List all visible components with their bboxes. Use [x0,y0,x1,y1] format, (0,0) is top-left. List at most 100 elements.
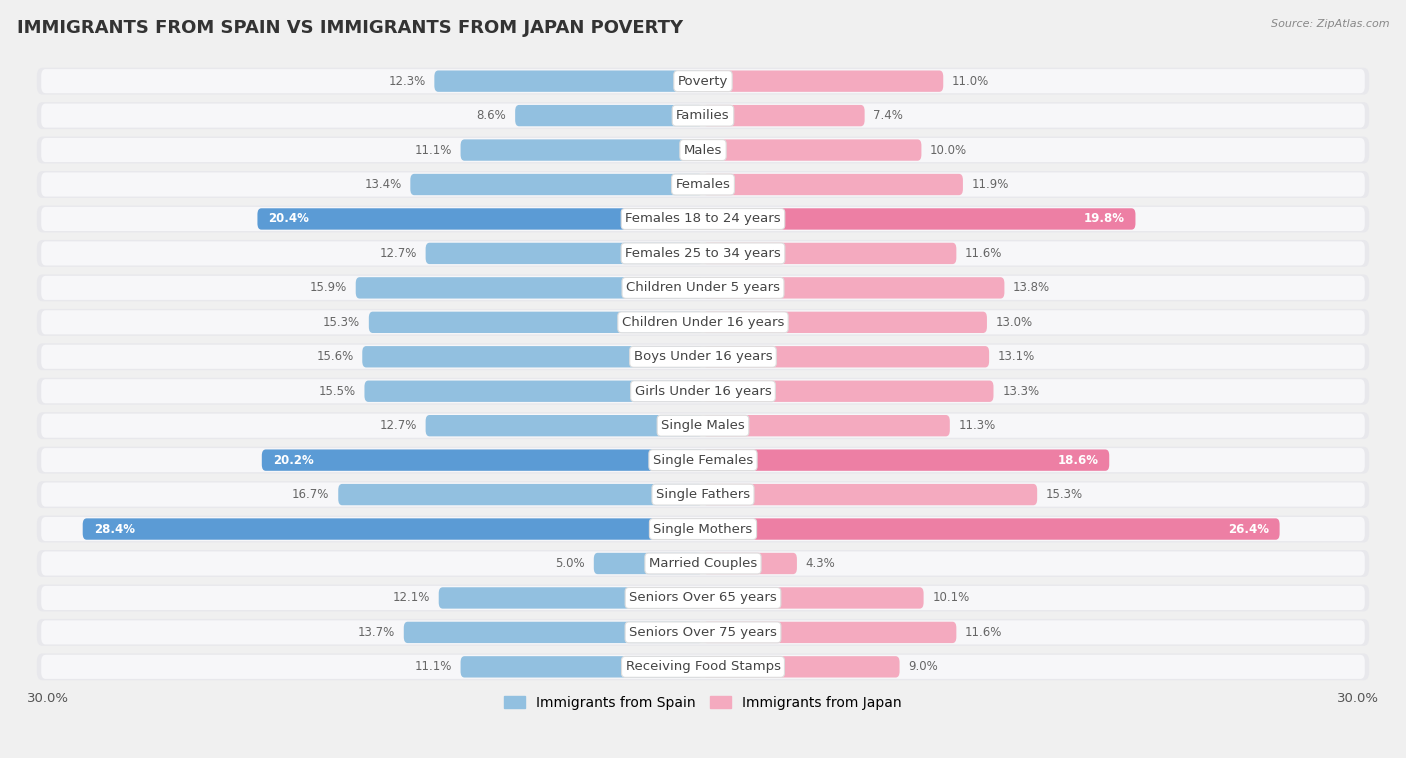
FancyBboxPatch shape [41,448,1365,472]
Text: Males: Males [683,143,723,157]
FancyBboxPatch shape [368,312,703,333]
FancyBboxPatch shape [262,449,703,471]
FancyBboxPatch shape [41,345,1365,369]
Text: 11.3%: 11.3% [959,419,995,432]
FancyBboxPatch shape [37,67,1369,95]
FancyBboxPatch shape [703,105,865,127]
FancyBboxPatch shape [41,310,1365,334]
Text: Single Females: Single Females [652,453,754,467]
Text: 10.1%: 10.1% [932,591,970,604]
Text: Children Under 5 years: Children Under 5 years [626,281,780,294]
Text: 8.6%: 8.6% [477,109,506,122]
FancyBboxPatch shape [37,653,1369,680]
FancyBboxPatch shape [426,415,703,437]
Text: 13.7%: 13.7% [357,626,395,639]
Text: 9.0%: 9.0% [908,660,938,673]
FancyBboxPatch shape [703,277,1004,299]
FancyBboxPatch shape [41,173,1365,196]
FancyBboxPatch shape [461,139,703,161]
Text: 4.3%: 4.3% [806,557,835,570]
Text: 11.6%: 11.6% [965,626,1002,639]
Text: 11.1%: 11.1% [415,143,451,157]
FancyBboxPatch shape [703,174,963,196]
FancyBboxPatch shape [41,241,1365,265]
FancyBboxPatch shape [37,446,1369,474]
FancyBboxPatch shape [37,584,1369,612]
FancyBboxPatch shape [703,312,987,333]
Text: Girls Under 16 years: Girls Under 16 years [634,385,772,398]
FancyBboxPatch shape [703,484,1038,506]
Text: Single Fathers: Single Fathers [657,488,749,501]
Text: 12.3%: 12.3% [388,74,426,88]
Text: 12.1%: 12.1% [392,591,430,604]
FancyBboxPatch shape [37,377,1369,405]
Text: 15.9%: 15.9% [309,281,347,294]
FancyBboxPatch shape [37,205,1369,233]
Text: Seniors Over 75 years: Seniors Over 75 years [628,626,778,639]
FancyBboxPatch shape [41,104,1365,127]
FancyBboxPatch shape [411,174,703,196]
Text: Married Couples: Married Couples [650,557,756,570]
Text: 15.6%: 15.6% [316,350,353,363]
Text: 11.9%: 11.9% [972,178,1010,191]
Text: IMMIGRANTS FROM SPAIN VS IMMIGRANTS FROM JAPAN POVERTY: IMMIGRANTS FROM SPAIN VS IMMIGRANTS FROM… [17,19,683,37]
FancyBboxPatch shape [439,587,703,609]
FancyBboxPatch shape [434,70,703,92]
Text: 16.7%: 16.7% [292,488,329,501]
Text: Source: ZipAtlas.com: Source: ZipAtlas.com [1271,19,1389,29]
FancyBboxPatch shape [703,656,900,678]
Text: 13.1%: 13.1% [998,350,1035,363]
FancyBboxPatch shape [83,518,703,540]
Text: 20.4%: 20.4% [269,212,309,225]
FancyBboxPatch shape [593,553,703,574]
FancyBboxPatch shape [41,207,1365,231]
Text: 19.8%: 19.8% [1084,212,1125,225]
FancyBboxPatch shape [37,412,1369,439]
FancyBboxPatch shape [703,518,1279,540]
FancyBboxPatch shape [703,139,921,161]
Text: Families: Families [676,109,730,122]
Text: 15.3%: 15.3% [1046,488,1083,501]
FancyBboxPatch shape [37,274,1369,302]
Text: 15.5%: 15.5% [319,385,356,398]
Text: 28.4%: 28.4% [94,522,135,536]
FancyBboxPatch shape [461,656,703,678]
Legend: Immigrants from Spain, Immigrants from Japan: Immigrants from Spain, Immigrants from J… [499,690,907,715]
Text: 7.4%: 7.4% [873,109,903,122]
FancyBboxPatch shape [356,277,703,299]
Text: 5.0%: 5.0% [555,557,585,570]
Text: 10.0%: 10.0% [931,143,967,157]
Text: Seniors Over 65 years: Seniors Over 65 years [628,591,778,604]
FancyBboxPatch shape [41,620,1365,644]
Text: 11.6%: 11.6% [965,247,1002,260]
FancyBboxPatch shape [703,208,1136,230]
FancyBboxPatch shape [703,622,956,643]
FancyBboxPatch shape [37,309,1369,336]
Text: 26.4%: 26.4% [1227,522,1268,536]
FancyBboxPatch shape [703,243,956,264]
FancyBboxPatch shape [257,208,703,230]
Text: 11.1%: 11.1% [415,660,451,673]
Text: 13.4%: 13.4% [364,178,402,191]
FancyBboxPatch shape [37,136,1369,164]
FancyBboxPatch shape [37,481,1369,508]
FancyBboxPatch shape [41,483,1365,506]
FancyBboxPatch shape [703,415,950,437]
FancyBboxPatch shape [37,515,1369,543]
FancyBboxPatch shape [41,655,1365,679]
Text: Females: Females [675,178,731,191]
Text: 15.3%: 15.3% [323,316,360,329]
FancyBboxPatch shape [37,550,1369,577]
FancyBboxPatch shape [37,102,1369,129]
Text: Females 18 to 24 years: Females 18 to 24 years [626,212,780,225]
Text: 11.0%: 11.0% [952,74,990,88]
FancyBboxPatch shape [41,69,1365,93]
FancyBboxPatch shape [37,343,1369,370]
Text: 13.8%: 13.8% [1014,281,1050,294]
FancyBboxPatch shape [37,240,1369,267]
FancyBboxPatch shape [703,587,924,609]
Text: 18.6%: 18.6% [1057,453,1098,467]
FancyBboxPatch shape [41,276,1365,300]
Text: Females 25 to 34 years: Females 25 to 34 years [626,247,780,260]
FancyBboxPatch shape [41,414,1365,437]
